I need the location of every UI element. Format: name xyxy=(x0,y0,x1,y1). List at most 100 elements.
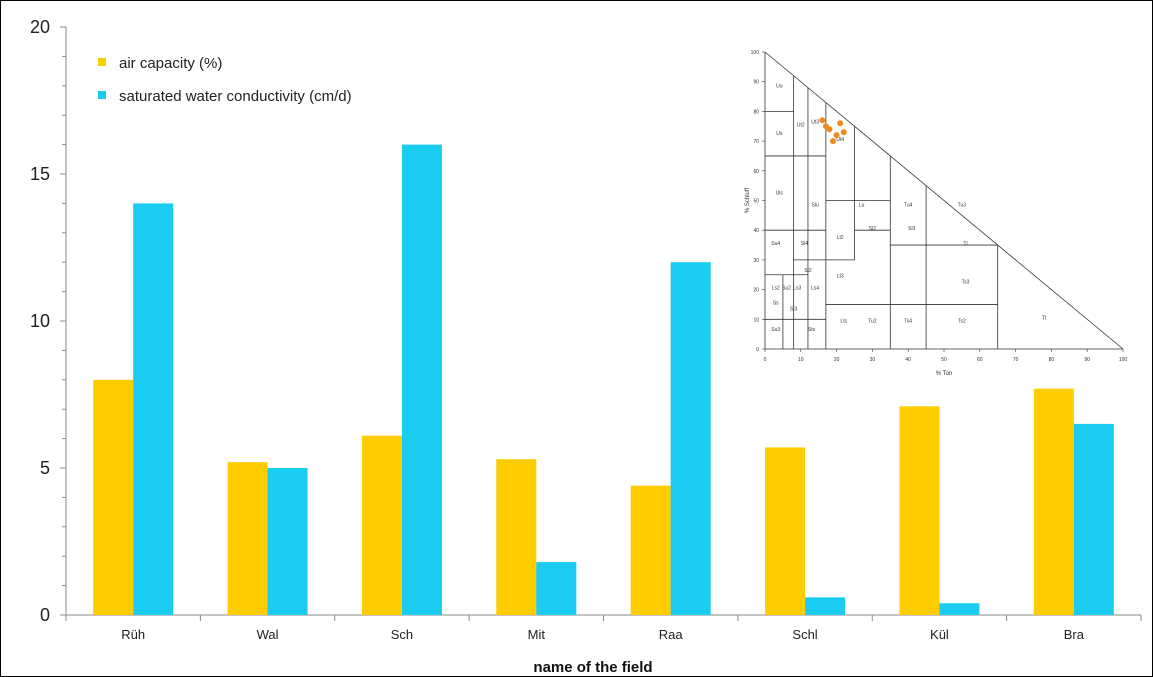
bar-air-capacity-6 xyxy=(899,406,940,615)
inset-class-label: Uls xyxy=(776,191,784,197)
inset-y-tick-label: 0 xyxy=(756,347,759,353)
inset-y-tick-label: 90 xyxy=(753,80,759,86)
bar-water-conductivity-0 xyxy=(133,203,174,615)
inset-class-label: St3 xyxy=(790,306,798,312)
bar-water-conductivity-6 xyxy=(939,603,980,615)
bar-air-capacity-7 xyxy=(1033,388,1074,615)
inset-y-axis-label: % Schluff xyxy=(745,188,751,214)
inset-class-label: Ls4 xyxy=(811,286,819,292)
x-category-label: Wal xyxy=(257,627,279,642)
bar-air-capacity-4 xyxy=(630,485,671,615)
inset-sample-marker xyxy=(837,120,844,127)
inset-class-label: Lts xyxy=(840,318,847,324)
inset-class-label: Tl xyxy=(963,241,967,247)
inset-class-label: Tt xyxy=(1042,315,1047,321)
bar-water-conductivity-1 xyxy=(267,468,308,615)
bar-water-conductivity-5 xyxy=(805,597,846,615)
inset-y-tick-label: 10 xyxy=(753,317,759,323)
inset-y-tick-label: 20 xyxy=(753,288,759,294)
inset-class-label: Ut4 xyxy=(836,137,844,143)
inset-class-label: Tu4 xyxy=(904,202,913,208)
inset-class-label: St2 xyxy=(804,268,812,274)
inset-class-label: Ut2 xyxy=(797,122,805,128)
bar-air-capacity-0 xyxy=(93,379,134,615)
inset-y-tick-label: 100 xyxy=(751,50,760,56)
inset-sample-marker xyxy=(833,132,840,139)
inset-class-label: Su3 xyxy=(771,327,780,333)
bar-water-conductivity-2 xyxy=(401,144,442,615)
x-category-label: Raa xyxy=(659,627,684,642)
inset-x-tick-label: 90 xyxy=(1084,357,1090,363)
bar-air-capacity-1 xyxy=(227,462,268,615)
inset-class-label: Ts3 xyxy=(962,280,970,286)
x-category-label: Bra xyxy=(1064,627,1085,642)
inset-sample-marker xyxy=(840,129,847,136)
inset-x-tick-label: 50 xyxy=(941,357,947,363)
inset-class-label: Slu xyxy=(812,202,819,208)
inset-class-label: Lt3 xyxy=(837,274,844,280)
inset-x-tick-label: 10 xyxy=(798,357,804,363)
x-category-label: Sch xyxy=(391,627,413,642)
inset-y-tick-label: 80 xyxy=(753,109,759,115)
legend: air capacity (%) saturated water conduct… xyxy=(98,55,352,105)
legend-label-water-conductivity: saturated water conductivity (cm/d) xyxy=(119,88,352,105)
inset-class-label: Tu3 xyxy=(958,202,967,208)
inset-x-tick-label: 0 xyxy=(764,357,767,363)
inset-sample-marker xyxy=(819,117,826,124)
y-tick-label: 20 xyxy=(30,17,50,37)
legend-swatch-water-conductivity xyxy=(98,91,106,99)
triangle-edge-sand xyxy=(764,51,1124,350)
inset-class-label: Uu xyxy=(776,84,783,90)
inset-sample-marker xyxy=(822,123,829,130)
inset-class-label: Sl4 xyxy=(801,241,808,247)
x-category-label: Kül xyxy=(930,627,949,642)
inset-class-label: Ut3 xyxy=(811,119,819,125)
inset-y-tick-label: 60 xyxy=(753,169,759,175)
y-tick-label: 0 xyxy=(40,605,50,625)
bar-air-capacity-2 xyxy=(361,435,402,615)
inset-x-tick-label: 70 xyxy=(1013,357,1019,363)
bar-water-conductivity-3 xyxy=(536,562,577,615)
legend-label-air-capacity: air capacity (%) xyxy=(119,55,222,72)
inset-y-tick-label: 30 xyxy=(753,258,759,264)
x-category-label: Rüh xyxy=(121,627,145,642)
bar-air-capacity-3 xyxy=(496,459,537,615)
inset-x-tick-label: 80 xyxy=(1049,357,1055,363)
inset-class-label: Sl3 xyxy=(908,226,915,232)
bar-water-conductivity-7 xyxy=(1073,423,1114,615)
inset-class-label: Ts2 xyxy=(958,318,966,324)
inset-x-tick-label: 100 xyxy=(1119,357,1128,363)
inset-class-label: Su4 xyxy=(771,241,780,247)
inset-class-label: Lu xyxy=(859,202,865,208)
legend-swatch-air-capacity xyxy=(98,58,106,66)
inset-class-label: Ss xyxy=(773,300,779,306)
x-category-label: Mit xyxy=(528,627,546,642)
inset-class-label: Sl2 xyxy=(869,226,876,232)
inset-x-axis-label: % Ton xyxy=(936,371,953,377)
x-axis-title: name of the field xyxy=(533,659,652,676)
inset-class-label: Ls3 xyxy=(793,286,801,292)
y-tick-label: 5 xyxy=(40,458,50,478)
y-tick-label: 10 xyxy=(30,311,50,331)
inset-class-label: Tu2 xyxy=(868,318,877,324)
inset-y-tick-label: 50 xyxy=(753,199,759,205)
inset-x-tick-label: 60 xyxy=(977,357,983,363)
inset-x-tick-label: 40 xyxy=(905,357,911,363)
inset-sample-marker xyxy=(830,138,837,145)
inset-y-tick-label: 70 xyxy=(753,139,759,145)
bars xyxy=(93,144,1114,615)
inset-x-tick-label: 20 xyxy=(834,357,840,363)
x-category-label: Schl xyxy=(792,627,817,642)
inset-y-tick-label: 40 xyxy=(753,228,759,234)
soil-texture-triangle-inset: 0 10 20 30 40 50 60 70 80 90 100 0 10 20 30 40 50 60 70 80 9… xyxy=(741,41,1136,377)
inset-class-label: Lt2 xyxy=(837,235,844,241)
inset-background xyxy=(741,41,1136,377)
inset-x-tick-label: 30 xyxy=(870,357,876,363)
inset-class-label: Su2 xyxy=(782,286,791,292)
inset-class-label: Us xyxy=(776,131,783,137)
inset-class-label: Ts4 xyxy=(904,318,912,324)
bar-water-conductivity-4 xyxy=(670,262,711,615)
inset-class-label: Ls2 xyxy=(772,286,780,292)
